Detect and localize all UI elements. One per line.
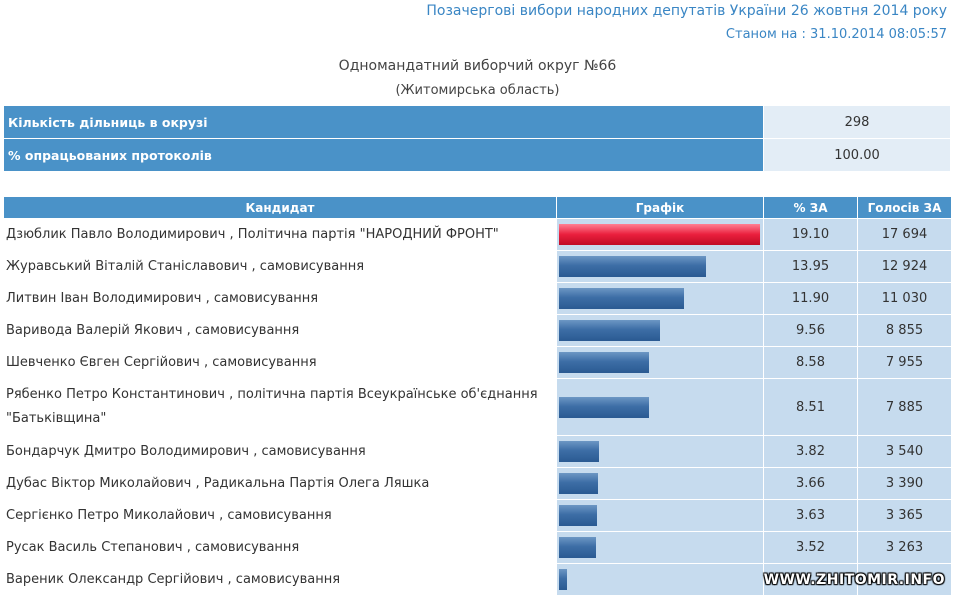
vote-share-bar — [559, 505, 597, 526]
table-row: Сергієнко Петро Миколайович , самовисува… — [3, 499, 952, 532]
vote-percent: 3.82 — [763, 435, 858, 468]
vote-bar-cell — [556, 378, 764, 436]
vote-share-bar — [559, 537, 596, 558]
table-row: Дзюблик Павло Володимирович , Політична … — [3, 218, 952, 251]
table-row: Рябенко Петро Константинович , політична… — [3, 378, 952, 436]
vote-percent: 8.51 — [763, 378, 858, 436]
vote-share-bar — [559, 352, 649, 373]
candidate-name: Литвин Іван Володимирович , самовисуванн… — [3, 282, 557, 315]
status-timestamp: Станом на : 31.10.2014 08:05:57 — [725, 27, 947, 42]
vote-share-bar — [559, 320, 660, 341]
summary-table: Кількість дільниць в окрузі 298 % опраць… — [3, 105, 951, 172]
vote-count: 7 885 — [857, 378, 952, 436]
candidate-name: Рябенко Петро Константинович , політична… — [3, 378, 557, 436]
table-row: Русак Василь Степанович , самовисування 3… — [3, 531, 952, 564]
table-row: Дубас Віктор Миколайович , Радикальна Па… — [3, 467, 952, 500]
results-table: Кандидат Графік % ЗА Голосів ЗА Дзюблик … — [3, 196, 952, 596]
vote-count — [857, 563, 952, 596]
vote-percent: 9.56 — [763, 314, 858, 347]
candidate-name: Сергієнко Петро Миколайович , самовисува… — [3, 499, 557, 532]
summary-row: % опрацьованих протоколів 100.00 — [3, 138, 951, 172]
vote-bar-cell — [556, 435, 764, 468]
header-votes: Голосів ЗА — [857, 196, 952, 219]
summary-label: % опрацьованих протоколів — [3, 138, 764, 172]
vote-percent — [763, 563, 858, 596]
vote-bar-cell — [556, 499, 764, 532]
vote-count: 3 540 — [857, 435, 952, 468]
summary-value: 100.00 — [763, 138, 951, 172]
results-header-row: Кандидат Графік % ЗА Голосів ЗА — [3, 196, 952, 219]
vote-bar-cell — [556, 218, 764, 251]
table-row: Журавський Віталій Станіславович , самов… — [3, 250, 952, 283]
vote-count: 11 030 — [857, 282, 952, 315]
candidate-name: Бондарчук Дмитро Володимирович , самовис… — [3, 435, 557, 468]
summary-label: Кількість дільниць в окрузі — [3, 105, 764, 139]
candidate-name: Русак Василь Степанович , самовисування — [3, 531, 557, 564]
vote-count: 7 955 — [857, 346, 952, 379]
header-candidate: Кандидат — [3, 196, 557, 219]
table-row: Вареник Олександр Сергійович , самовисув… — [3, 563, 952, 596]
vote-bar-cell — [556, 563, 764, 596]
vote-share-bar — [559, 396, 649, 418]
candidate-name: Дубас Віктор Миколайович , Радикальна Па… — [3, 467, 557, 500]
vote-count: 17 694 — [857, 218, 952, 251]
vote-percent: 8.58 — [763, 346, 858, 379]
vote-bar-cell — [556, 346, 764, 379]
summary-value: 298 — [763, 105, 951, 139]
vote-share-bar — [559, 256, 706, 277]
vote-count: 3 263 — [857, 531, 952, 564]
candidate-name: Варивода Валерій Якович , самовисування — [3, 314, 557, 347]
vote-share-bar — [559, 473, 598, 494]
vote-percent: 11.90 — [763, 282, 858, 315]
vote-bar-cell — [556, 531, 764, 564]
vote-bar-cell — [556, 467, 764, 500]
vote-count: 12 924 — [857, 250, 952, 283]
vote-count: 3 365 — [857, 499, 952, 532]
vote-percent: 3.63 — [763, 499, 858, 532]
vote-bar-cell — [556, 282, 764, 315]
vote-share-bar — [559, 569, 567, 590]
vote-count: 3 390 — [857, 467, 952, 500]
vote-percent: 19.10 — [763, 218, 858, 251]
table-row: Бондарчук Дмитро Володимирович , самовис… — [3, 435, 952, 468]
header-percent: % ЗА — [763, 196, 858, 219]
header-graph: Графік — [556, 196, 764, 219]
vote-bar-cell — [556, 314, 764, 347]
vote-percent: 3.66 — [763, 467, 858, 500]
election-title: Позачергові вибори народних депутатів Ук… — [426, 3, 947, 19]
vote-percent: 13.95 — [763, 250, 858, 283]
vote-share-bar — [559, 441, 599, 462]
candidate-name: Вареник Олександр Сергійович , самовисув… — [3, 563, 557, 596]
table-row: Литвин Іван Володимирович , самовисуванн… — [3, 282, 952, 315]
vote-share-bar — [559, 288, 684, 309]
table-row: Варивода Валерій Якович , самовисування 9… — [3, 314, 952, 347]
table-row: Шевченко Євген Сергійович , самовисуванн… — [3, 346, 952, 379]
summary-row: Кількість дільниць в окрузі 298 — [3, 105, 951, 139]
district-name: Одномандатний виборчий округ №66 — [338, 58, 617, 74]
candidate-name: Шевченко Євген Сергійович , самовисуванн… — [3, 346, 557, 379]
results-body: Дзюблик Павло Володимирович , Політична … — [3, 218, 952, 596]
vote-bar-cell — [556, 250, 764, 283]
vote-percent: 3.52 — [763, 531, 858, 564]
candidate-name: Журавський Віталій Станіславович , самов… — [3, 250, 557, 283]
candidate-name: Дзюблик Павло Володимирович , Політична … — [3, 218, 557, 251]
vote-share-bar — [559, 224, 760, 245]
district-region: (Житомирська область) — [395, 83, 560, 98]
site-watermark: WWW.ZHITOMIR.INFO — [763, 572, 945, 588]
vote-count: 8 855 — [857, 314, 952, 347]
